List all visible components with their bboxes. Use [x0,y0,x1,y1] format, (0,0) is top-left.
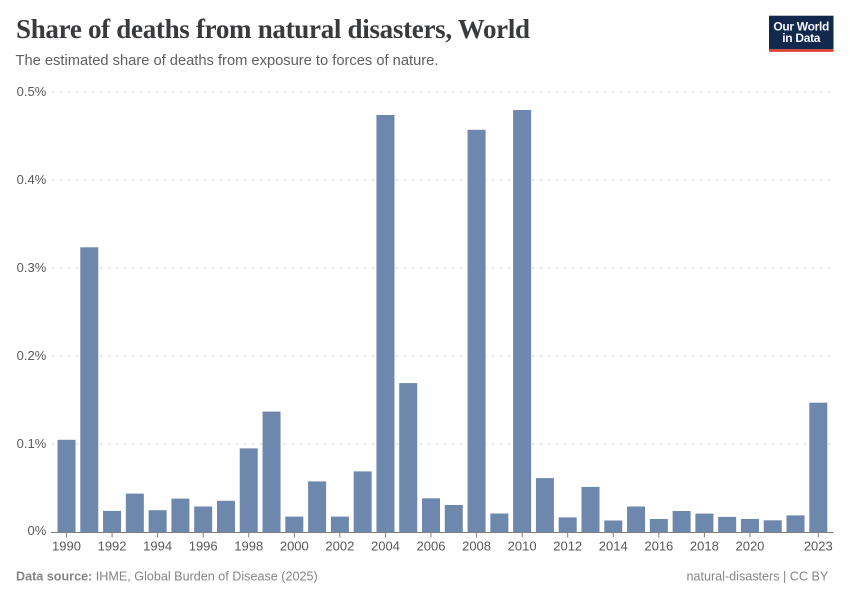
svg-text:2018: 2018 [690,539,719,554]
svg-text:0.3%: 0.3% [17,260,47,275]
svg-text:0.2%: 0.2% [17,348,47,363]
svg-text:natural-disasters | CC BY: natural-disasters | CC BY [686,569,828,583]
svg-text:1996: 1996 [189,539,218,554]
svg-text:2002: 2002 [325,539,354,554]
svg-text:Share of deaths from natural d: Share of deaths from natural disasters, … [16,14,530,44]
svg-text:1998: 1998 [234,539,263,554]
svg-text:The estimated share of deaths: The estimated share of deaths from expos… [16,53,439,69]
svg-text:2020: 2020 [735,539,764,554]
svg-text:2010: 2010 [508,539,537,554]
svg-text:2006: 2006 [417,539,446,554]
svg-text:2016: 2016 [644,539,673,554]
svg-text:1990: 1990 [52,539,81,554]
svg-text:1992: 1992 [98,539,127,554]
svg-text:2014: 2014 [599,539,628,554]
svg-text:2004: 2004 [371,539,400,554]
svg-text:in Data: in Data [782,31,821,45]
svg-text:0%: 0% [28,523,47,538]
svg-text:1994: 1994 [143,539,172,554]
svg-text:Our World: Our World [773,20,829,34]
svg-text:Data source: IHME, Global Burd: Data source: IHME, Global Burden of Dise… [16,569,318,583]
svg-text:2012: 2012 [553,539,582,554]
svg-text:0.5%: 0.5% [17,84,47,99]
svg-text:2000: 2000 [280,539,309,554]
svg-text:0.1%: 0.1% [17,436,47,451]
svg-text:2008: 2008 [462,539,491,554]
svg-text:0.4%: 0.4% [17,172,47,187]
svg-text:2023: 2023 [804,539,833,554]
